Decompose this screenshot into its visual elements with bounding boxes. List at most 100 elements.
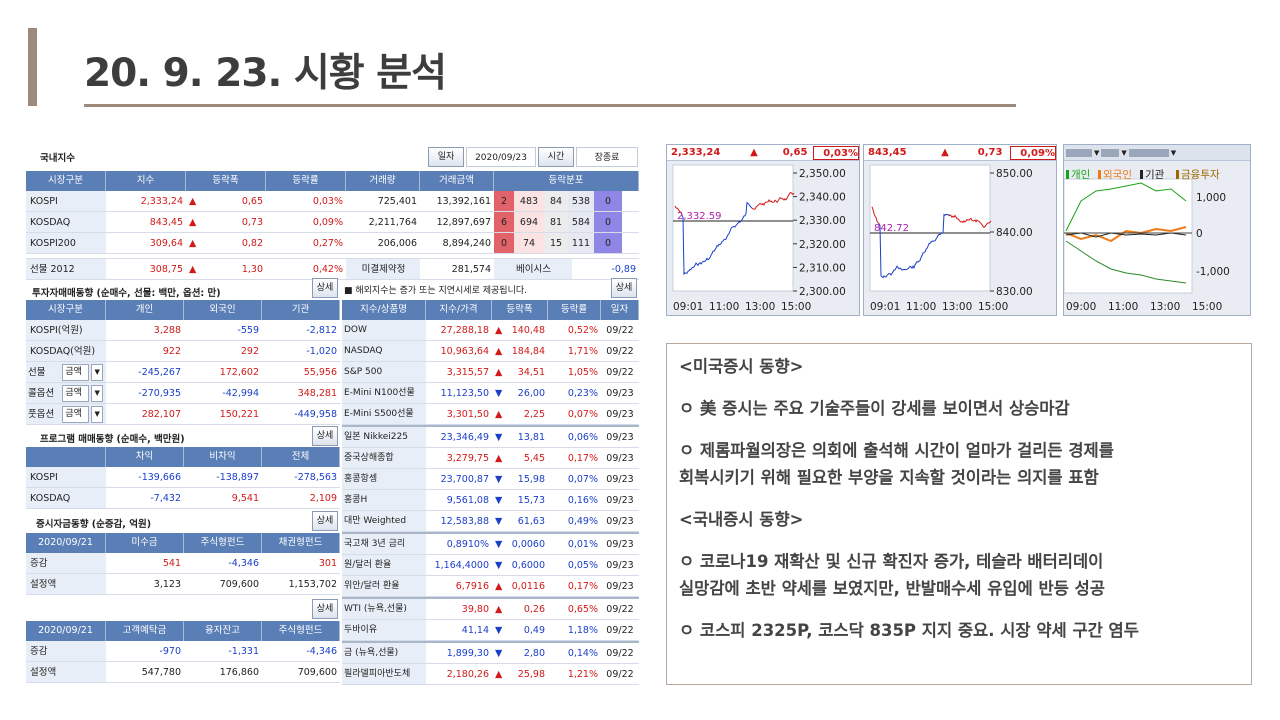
table-row[interactable]: 설정액 3,123 709,600 1,153,702 xyxy=(26,574,340,595)
toolbar-button[interactable] xyxy=(1066,148,1092,157)
investor-row[interactable]: KOSDAQ(억원) 922 292 -1,020 xyxy=(26,341,340,362)
investor-row[interactable]: 콜옵션 금액 ▼ -270,935 -42,994 348,281 xyxy=(26,383,340,404)
dropdown-arrow-icon[interactable]: ▼ xyxy=(1121,148,1127,157)
overseas-row[interactable]: 중국상해종합 3,279,75 ▲ 5,45 0,17% 09/23 xyxy=(342,448,639,469)
y-tick-label: 2,350.00 xyxy=(799,168,846,180)
overseas-change: 25,98 xyxy=(517,669,545,680)
page-title: 20. 9. 23. 시황 분석 xyxy=(84,51,447,96)
overseas-change-cell: ▲ 5,45 xyxy=(492,448,548,469)
funds-detail-button-2[interactable]: 상세 xyxy=(312,599,338,619)
overseas-name: 금 (뉴욕,선물) xyxy=(342,643,426,664)
dropdown-arrow-icon[interactable]: ▼ xyxy=(1170,148,1177,157)
x-tick-label: 11:00 xyxy=(709,301,739,313)
unit-select[interactable]: 금액 xyxy=(62,384,90,402)
investor-series-line xyxy=(1065,226,1187,243)
investor-flow-chart[interactable]: ▼ ▼ ▼ 개인 외국인 기관 금융투자 1,000 0 -1,000 09:00 11:00 1… xyxy=(1063,144,1251,316)
up-arrow-icon: ▲ xyxy=(189,217,197,228)
overseas-row[interactable]: 일본 Nikkei225 23,346,49 ▼ 13,81 0,06% 09/23 xyxy=(342,425,639,448)
table-row[interactable]: 증감 -970 -1,331 -4,346 xyxy=(26,641,340,662)
overseas-row[interactable]: 위안/달러 환율 6,7916 ▲ 0,0116 0,17% 09/23 xyxy=(342,576,639,597)
overseas-change-cell: ▲ 184,84 xyxy=(492,341,548,362)
overseas-row[interactable]: 홍콩항셍 23,700,87 ▼ 15,98 0,07% 09/23 xyxy=(342,469,639,490)
market-name: KOSPI200 xyxy=(26,233,106,254)
overseas-pct: 0,14% xyxy=(548,643,601,664)
table-row[interactable]: KOSDAQ -7,432 9,541 2,109 xyxy=(26,488,340,509)
up-arrow-icon: ▲ xyxy=(189,238,197,249)
unit-select[interactable]: 금액 xyxy=(62,363,90,381)
dropdown-arrow-icon[interactable]: ▼ xyxy=(1094,148,1100,157)
col-header: 일자 xyxy=(601,300,639,320)
institution-value: 348,281 xyxy=(262,383,340,404)
overseas-row[interactable]: S&P 500 3,315,57 ▲ 34,51 1,05% 09/22 xyxy=(342,362,639,383)
overseas-detail-button[interactable]: 상세 xyxy=(611,278,637,298)
dropdown-arrow-icon[interactable]: ▼ xyxy=(91,384,103,402)
date-value[interactable]: 2020/09/23 xyxy=(466,147,536,167)
down-arrow-icon: ▼ xyxy=(495,432,503,443)
distribution-value: 694 xyxy=(514,212,544,232)
plot-area xyxy=(1064,178,1193,294)
investor-detail-button[interactable]: 상세 xyxy=(312,278,338,298)
overseas-row[interactable]: 원/달러 환율 1,164,4000 ▼ 0,6000 0,05% 09/23 xyxy=(342,555,639,576)
x-tick-label: 13:00 xyxy=(745,301,775,313)
row-label: 증감 xyxy=(26,553,106,574)
overseas-row[interactable]: 국고채 3년 금리 0,8910% ▼ 0,0060 0,01% 09/23 xyxy=(342,532,639,555)
investor-name-cell: 선물 금액 ▼ xyxy=(26,362,106,383)
kosdaq-chart[interactable]: 843,45 ▲ 0,73 0,09% 842.72 850.00 840.00 830.0… xyxy=(863,144,1057,316)
row-label: 설정액 xyxy=(26,662,106,683)
overseas-change: 61,63 xyxy=(517,516,545,527)
program-detail-button[interactable]: 상세 xyxy=(312,426,338,446)
toolbar-button[interactable] xyxy=(1128,148,1169,157)
overseas-change-cell: ▼ 0,0060 xyxy=(492,534,548,555)
table-row[interactable]: KOSPI -139,666 -138,897 -278,563 xyxy=(26,467,340,488)
overseas-pct: 1,71% xyxy=(548,341,601,362)
overseas-row[interactable]: 홍콩H 9,561,08 ▼ 15,73 0,16% 09/23 xyxy=(342,490,639,511)
kr-title: <국내증시 동향> xyxy=(679,510,804,529)
chart-toolbar[interactable]: ▼ ▼ ▼ xyxy=(1064,145,1250,161)
unit-select[interactable]: 금액 xyxy=(62,405,90,423)
overseas-row[interactable]: 필라델피아반도체 2,180,26 ▲ 25,98 1,21% 09/22 xyxy=(342,664,639,685)
investor-row[interactable]: 풋옵션 금액 ▼ 282,107 150,221 -449,958 xyxy=(26,404,340,425)
col-header: 미수금 xyxy=(106,533,184,553)
y-tick-label: 2,320.00 xyxy=(799,239,846,251)
index-value: 309,64 xyxy=(106,233,186,254)
domestic-row[interactable]: KOSPI 2,333,24 ▲ 0,65 0,03% 725,401 13,392,161… xyxy=(26,191,639,212)
overseas-row[interactable]: WTI (뉴욕,선물) 39,80 ▲ 0,26 0,65% 09/22 xyxy=(342,597,639,620)
overseas-change-cell: ▼ 0,49 xyxy=(492,620,548,641)
overseas-name: 두바이유 xyxy=(342,620,426,641)
col-header: 등락분포 xyxy=(494,171,639,191)
overseas-row[interactable]: 대만 Weighted 12,583,88 ▼ 61,63 0,49% 09/23 xyxy=(342,511,639,532)
investor-line-chart: 개인 외국인 기관 금융투자 1,000 0 -1,000 09:00 11:00 13:00 15… xyxy=(1064,169,1230,313)
dropdown-arrow-icon[interactable]: ▼ xyxy=(91,405,103,423)
overseas-price: 27,288,18 xyxy=(426,320,492,341)
change-value: 0,82 xyxy=(241,238,263,249)
domestic-row[interactable]: KOSDAQ 843,45 ▲ 0,73 0,09% 2,211,764 12,897,69… xyxy=(26,212,639,233)
investor-row[interactable]: KOSPI(억원) 3,288 -559 -2,812 xyxy=(26,320,340,341)
overseas-row[interactable]: 두바이유 41,14 ▼ 0,49 1,18% 09/22 xyxy=(342,620,639,641)
up-arrow-icon: ▲ xyxy=(495,581,503,592)
overseas-date: 09/22 xyxy=(601,620,639,641)
domestic-row[interactable]: KOSPI200 309,64 ▲ 0,82 0,27% 206,006 8,894,240… xyxy=(26,233,639,254)
toolbar-button[interactable] xyxy=(1101,148,1120,157)
col-header: 외국인 xyxy=(184,300,262,320)
table-row[interactable]: 설정액 547,780 176,860 709,600 xyxy=(26,662,340,683)
individual-value: 922 xyxy=(106,341,184,362)
legend-swatch xyxy=(1176,170,1179,179)
time-value[interactable]: 장종료 xyxy=(576,147,638,167)
overseas-row[interactable]: E-Mini N100선물 11,123,50 ▼ 26,00 0,23% 09/23 xyxy=(342,383,639,404)
table-row[interactable]: 증감 541 -4,346 301 xyxy=(26,553,340,574)
kr-point-2: ㅇ 코스피 2325P, 코스닥 835P 지지 중요. 시장 약세 구간 염두 xyxy=(679,621,1139,640)
dropdown-arrow-icon[interactable]: ▼ xyxy=(91,363,103,381)
overseas-row[interactable]: DOW 27,288,18 ▲ 140,48 0,52% 09/22 xyxy=(342,320,639,341)
overseas-row[interactable]: E-Mini S500선물 3,301,50 ▲ 2,25 0,07% 09/23 xyxy=(342,404,639,425)
investor-name-cell: 콜옵션 금액 ▼ xyxy=(26,383,106,404)
funds-detail-button[interactable]: 상세 xyxy=(312,511,338,531)
overseas-name: DOW xyxy=(342,320,426,341)
col-header: 주식형펀드 xyxy=(184,533,262,553)
down-arrow-icon: ▼ xyxy=(495,560,503,571)
overseas-change: 34,51 xyxy=(517,367,545,378)
overseas-row[interactable]: 금 (뉴욕,선물) 1,899,30 ▼ 2,80 0,14% 09/22 xyxy=(342,641,639,664)
overseas-row[interactable]: NASDAQ 10,963,64 ▲ 184,84 1,71% 09/22 xyxy=(342,341,639,362)
kospi-chart[interactable]: 2,333,24 ▲ 0,65 0,03% 2,332.59 2,350.00 2,340… xyxy=(666,144,860,316)
investor-row[interactable]: 선물 금액 ▼ -245,267 172,602 55,956 xyxy=(26,362,340,383)
futures-row[interactable]: 선물 2012 308,75 ▲ 1,30 0,42% 미결제약정 281,574… xyxy=(26,258,639,280)
